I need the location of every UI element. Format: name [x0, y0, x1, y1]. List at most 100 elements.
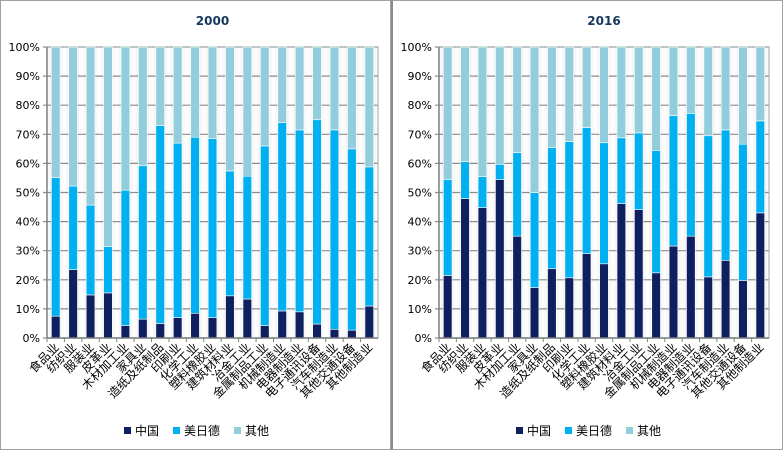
- bar-segment-usjpde: [120, 189, 131, 326]
- y-tick-label: 40%: [16, 216, 40, 229]
- bar-segment-china: [720, 260, 731, 339]
- y-tick-label: 50%: [408, 187, 432, 200]
- legend-swatch-usjpde: [173, 427, 181, 434]
- bar-segment-other: [651, 46, 661, 151]
- legend-item-china: 中国: [124, 422, 159, 439]
- bar-segment-china: [312, 323, 322, 339]
- bar-segment-other: [599, 46, 609, 144]
- bar-segment-china: [120, 325, 131, 339]
- bar-segment-china: [207, 317, 218, 339]
- bar-segment-china: [581, 253, 592, 339]
- bar-segment-usjpde: [599, 142, 609, 265]
- y-tick-label: 90%: [16, 70, 40, 83]
- bar-segment-usjpde: [512, 152, 522, 237]
- bar-segment-other: [668, 46, 679, 116]
- bar-segment-china: [634, 209, 644, 339]
- bar-segment-usjpde: [312, 119, 322, 325]
- y-tick-label: 0%: [23, 332, 40, 345]
- bar-segment-usjpde: [477, 176, 488, 208]
- y-tick-label: 10%: [408, 303, 432, 316]
- bar-segment-other: [512, 46, 522, 153]
- bar-segment-usjpde: [347, 148, 357, 331]
- bar-segment-china: [225, 295, 235, 339]
- bar-segment-usjpde: [225, 170, 235, 297]
- bar-segment-china: [260, 325, 270, 339]
- bar-segment-other: [85, 46, 96, 206]
- bar-segment-china: [329, 328, 340, 339]
- bar-segment-usjpde: [720, 129, 731, 261]
- y-tick-label: 20%: [16, 274, 40, 287]
- bar-segment-china: [103, 292, 113, 339]
- y-tick-label: 70%: [16, 128, 40, 141]
- bar-segment-other: [207, 46, 218, 139]
- bar-segment-other: [120, 46, 131, 191]
- legend-label: 其他: [245, 424, 270, 438]
- legend-label: 中国: [135, 424, 160, 438]
- bar-segment-china: [155, 323, 165, 339]
- bar-segment-china: [616, 203, 627, 339]
- y-tick-label: 60%: [408, 157, 432, 170]
- legend-item-other: 其他: [626, 422, 661, 439]
- y-tick-label: 100%: [9, 41, 40, 54]
- bar-segment-usjpde: [443, 179, 453, 276]
- bar-segment-usjpde: [529, 192, 540, 288]
- chart-2016: 20160%10%20%30%40%50%60%70%80%90%100%食品业…: [401, 14, 770, 401]
- bar-segment-china: [277, 310, 287, 339]
- bar-segment-other: [173, 46, 183, 144]
- bar-segment-usjpde: [155, 125, 165, 324]
- bar-segment-other: [755, 46, 765, 122]
- bar-segment-usjpde: [277, 122, 287, 312]
- bar-segment-usjpde: [738, 143, 748, 281]
- bar-segment-other: [190, 46, 200, 138]
- legend-item-china: 中国: [516, 422, 551, 439]
- bar-segment-china: [547, 268, 557, 339]
- bar-segment-other: [686, 46, 696, 114]
- bar-segment-china: [477, 207, 488, 339]
- y-tick-label: 90%: [408, 70, 432, 83]
- bar-segment-usjpde: [242, 175, 252, 300]
- bar-segment-china: [755, 212, 765, 339]
- bar-segment-usjpde: [173, 142, 183, 318]
- bar-segment-usjpde: [651, 150, 661, 274]
- bar-segment-usjpde: [329, 129, 340, 330]
- bar-segment-usjpde: [686, 113, 696, 237]
- bar-segment-other: [477, 46, 488, 177]
- y-tick-label: 60%: [16, 157, 40, 170]
- bar-segment-usjpde: [138, 165, 148, 320]
- bar-segment-usjpde: [755, 120, 765, 214]
- bar-segment-other: [364, 46, 374, 168]
- legend-item-usjpde: 美日德: [565, 422, 612, 439]
- bar-segment-other: [242, 46, 252, 177]
- bar-segment-usjpde: [547, 147, 557, 270]
- y-tick-label: 40%: [408, 216, 432, 229]
- bar-segment-china: [294, 311, 305, 339]
- bar-segment-usjpde: [634, 132, 644, 210]
- y-tick-label: 30%: [16, 245, 40, 258]
- bar-segment-china: [651, 272, 661, 339]
- legend: 中国 美日德 其他: [516, 422, 661, 439]
- legend-label: 其他: [637, 424, 662, 438]
- bar-segment-usjpde: [103, 246, 113, 294]
- bar-segment-china: [703, 276, 713, 339]
- bar-segment-china: [529, 287, 540, 339]
- bar-segment-other: [225, 46, 235, 172]
- bar-segment-china: [495, 179, 505, 339]
- bar-segment-other: [703, 46, 713, 137]
- bar-segment-usjpde: [207, 138, 218, 318]
- bar-segment-china: [364, 305, 374, 339]
- y-tick-label: 0%: [415, 332, 432, 345]
- bar-segment-other: [347, 46, 357, 150]
- legend-swatch-other: [234, 427, 242, 434]
- bar-segment-other: [155, 46, 165, 126]
- legend-label: 中国: [527, 424, 552, 438]
- bar-segment-other: [529, 46, 540, 193]
- bar-segment-china: [138, 318, 148, 339]
- bar-segment-other: [616, 46, 627, 139]
- bar-segment-usjpde: [460, 161, 470, 199]
- bar-segment-china: [347, 329, 357, 339]
- bar-segment-usjpde: [85, 204, 96, 296]
- bar-segment-other: [68, 46, 78, 187]
- bar-segment-china: [190, 312, 200, 339]
- bar-segment-china: [242, 298, 252, 339]
- bar-segment-usjpde: [564, 141, 574, 279]
